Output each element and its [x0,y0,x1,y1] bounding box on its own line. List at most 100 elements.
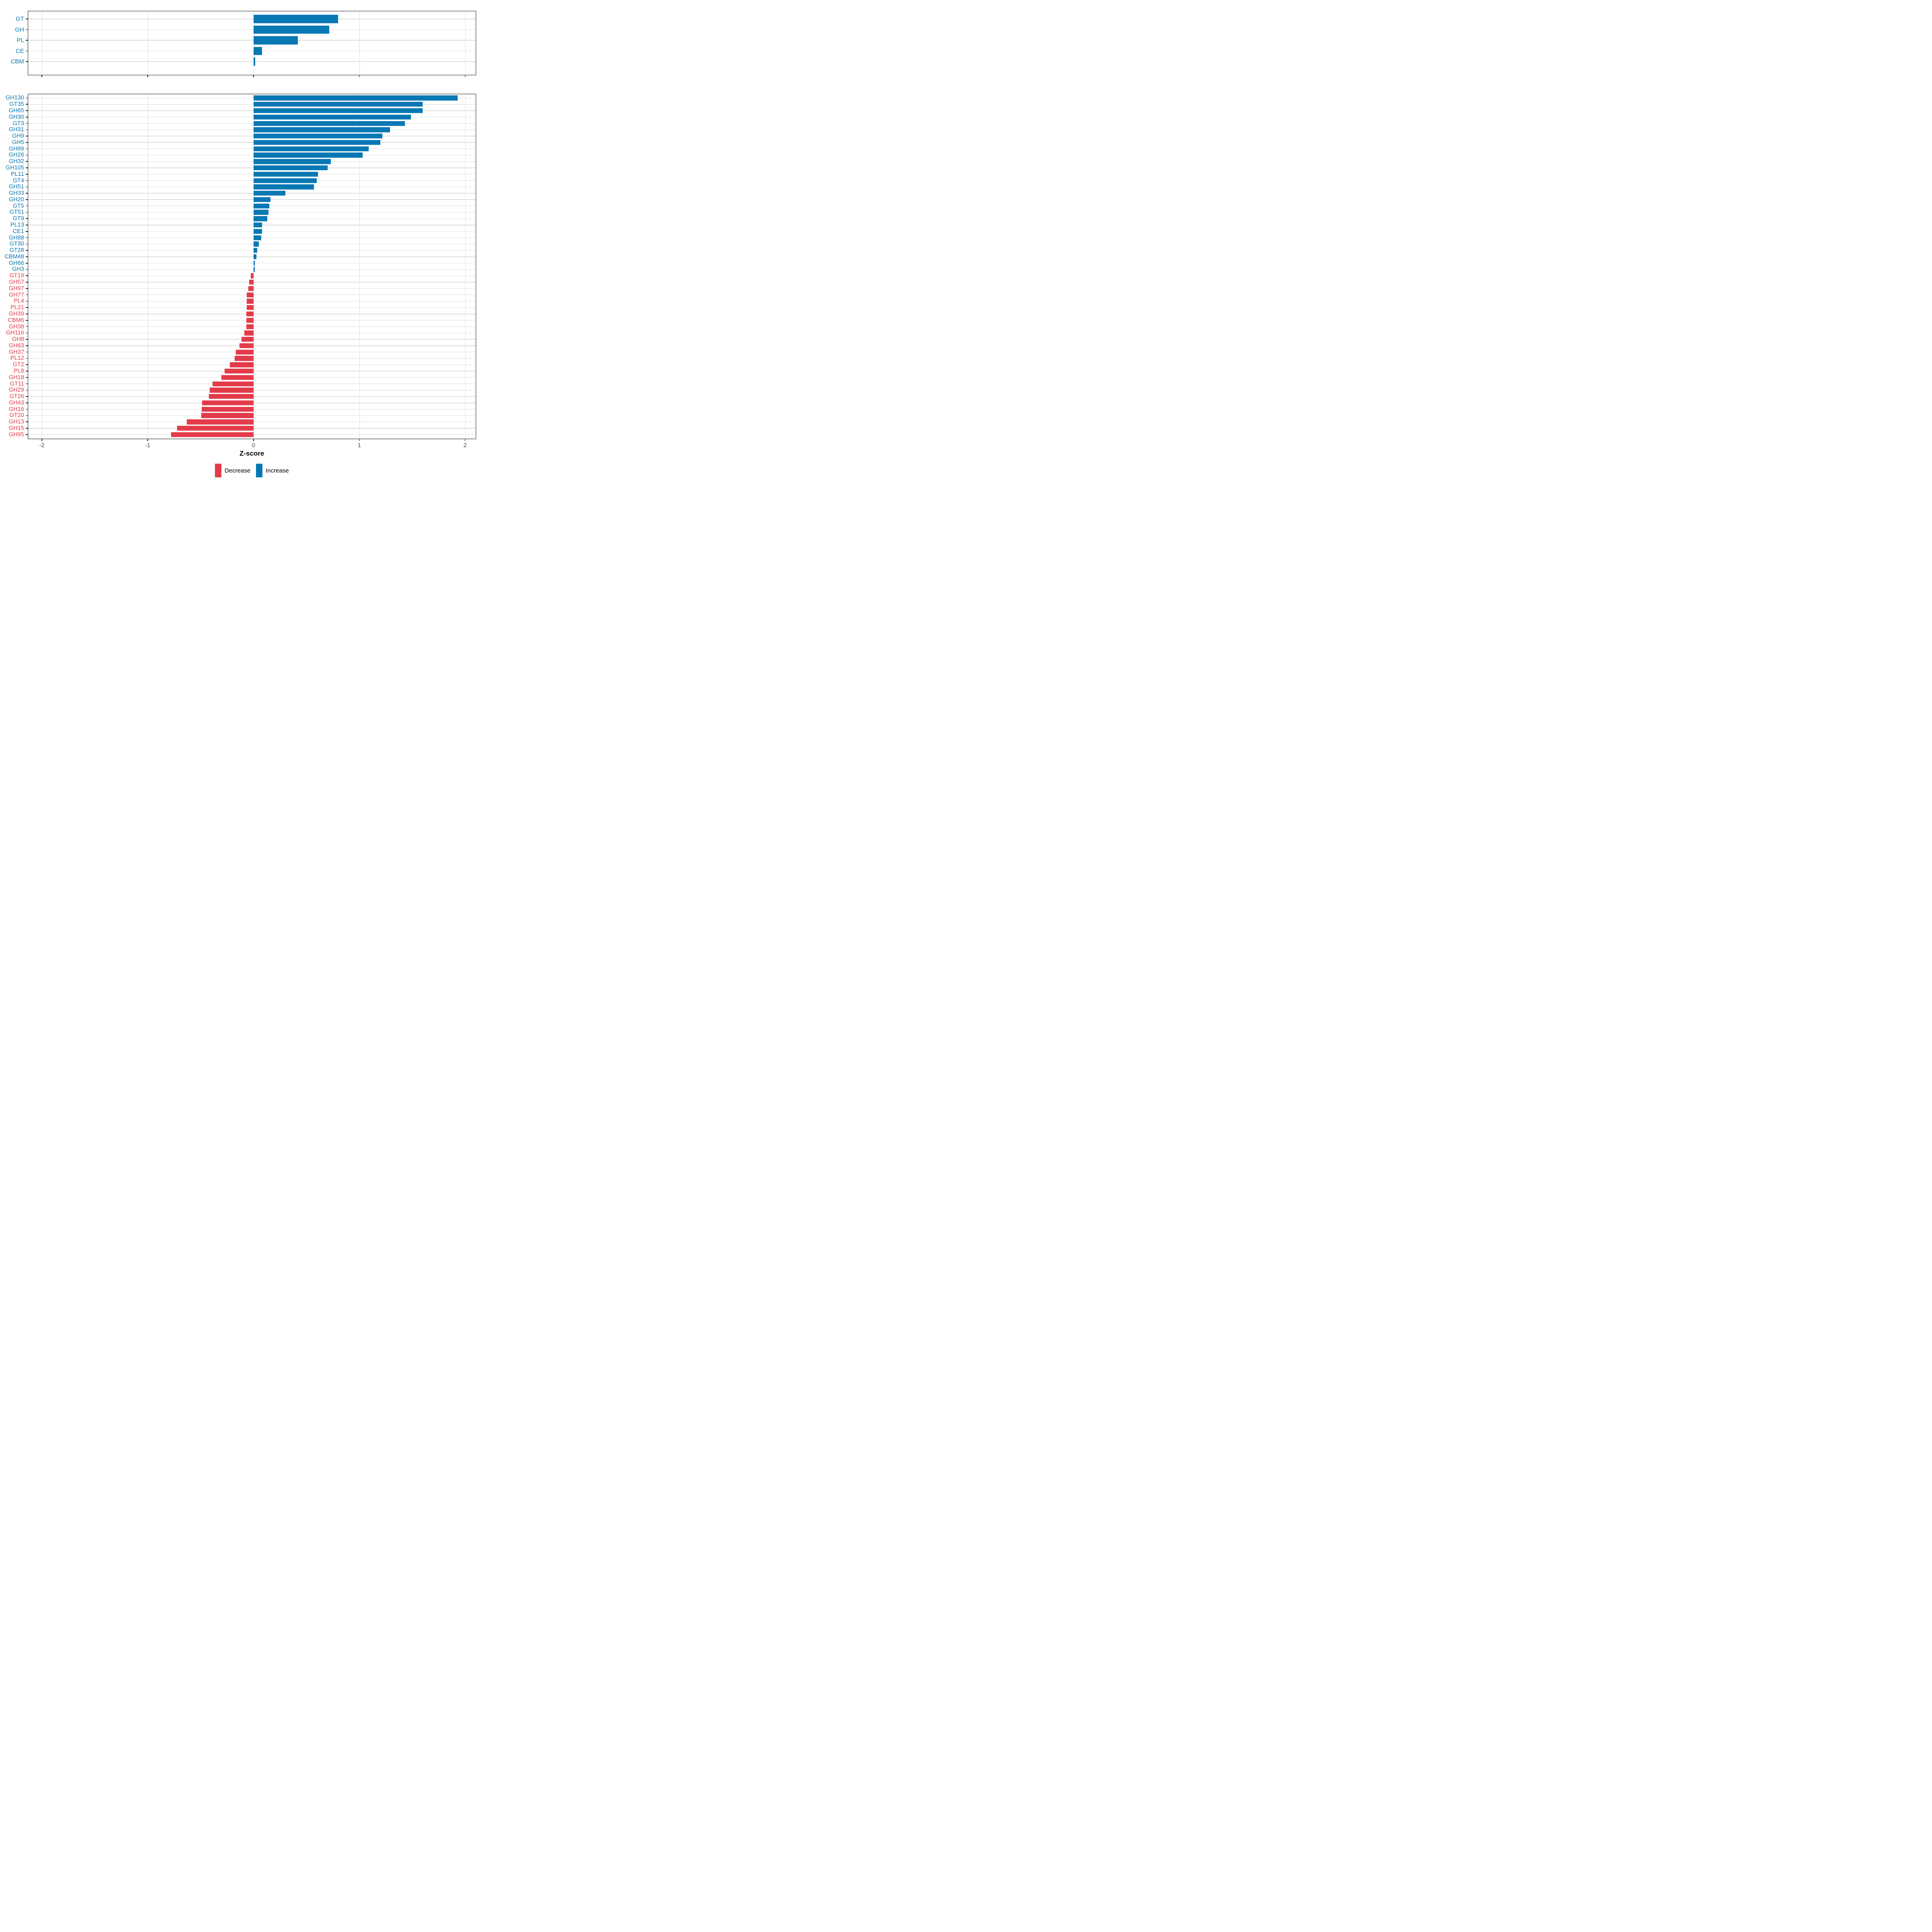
y-axis-label-PL11: PL11 [11,171,24,178]
bar-GH31 [253,127,390,132]
y-tick-mark [25,339,28,340]
panel-top-classes: GT GH PL CE CBM [10,10,476,78]
y-tick-mark [25,282,28,283]
x-gridline [359,11,360,75]
legend-item-decrease: Decrease [215,464,250,477]
y-tick-mark [25,332,28,334]
bar-GH38 [246,324,254,329]
y-tick-mark [25,50,28,52]
bar-row-GT3: GT3 [13,120,476,127]
bar-PL [253,36,298,45]
bar-GH116 [244,330,254,336]
bar-GH63 [239,343,254,349]
y-tick-mark [25,364,28,365]
bar-row-GH32: GH32 [9,158,476,165]
bar-row-GT51: GT51 [10,209,476,216]
bar-GH95 [171,432,254,437]
y-axis-label-PL4: PL4 [13,298,24,305]
y-tick-mark [25,377,28,378]
y-tick-mark [25,358,28,359]
bar-row-GH9: GH9 [12,133,476,139]
bar-GT11 [212,381,254,386]
bar-row-GH116: GH116 [6,330,476,336]
bar-GH3 [253,267,255,272]
bar-GH99 [253,146,369,151]
x-gridline [359,94,360,439]
bar-GH5 [253,140,381,145]
y-axis-label-GT9: GT9 [12,215,24,222]
bar-GH18 [221,375,254,380]
bar-PL8 [224,368,254,374]
bar-row-GH16: GH16 [9,406,476,413]
y-gridline [28,29,476,30]
bar-GH29 [210,388,254,393]
y-tick-mark [25,29,28,30]
y-axis-label-GT30: GT30 [9,241,24,248]
y-tick-mark [25,345,28,346]
y-axis-label-GH13: GH13 [8,418,24,425]
y-axis-label-GH20: GH20 [8,196,24,203]
y-axis-label-GT28: GT28 [9,247,24,254]
panel-bottom-families: -2 -1 0 1 2 GH130 GT35 GH65 GH30 GT3 GH31 GH9 GH5 GH9… [4,93,476,448]
bar-row-GH5: GH5 [12,139,476,146]
y-axis-label-GH32: GH32 [8,158,24,165]
legend-item-increase: Increase [256,464,289,477]
bar-row-PL21: PL21 [10,304,476,311]
x-axis-title: Z-score [239,450,264,457]
bar-PL12 [235,356,254,361]
bar-GT51 [253,210,268,215]
y-tick-mark [25,288,28,289]
y-tick-mark [25,237,28,238]
bar-GH8 [242,336,254,342]
y-axis-label-GT19: GT19 [9,272,24,279]
y-axis-label-GH39: GH39 [8,310,24,317]
y-axis-label-GT2: GT2 [12,361,24,368]
y-tick-mark [25,307,28,308]
y-axis-label-GH57: GH57 [8,279,24,285]
bar-row-GT11: GT11 [10,381,476,387]
x-tick-mark [147,75,148,78]
y-gridline [28,180,476,181]
x-gridline [465,94,466,439]
legend-label-increase: Increase [266,467,289,474]
bar-GT35 [253,102,423,107]
y-axis-label-CBM48: CBM48 [4,253,24,260]
y-axis-label-GT51: GT51 [9,209,24,216]
y-tick-mark [25,116,28,118]
bar-GH66 [253,260,255,266]
y-axis-label-GH130: GH130 [5,95,24,101]
y-gridline [28,256,476,257]
bar-row-GT4: GT4 [13,178,476,184]
bar-row-GH38: GH38 [9,324,476,330]
y-tick-mark [25,161,28,162]
x-tick-mark [464,438,466,441]
x-tick-mark [41,75,42,78]
bar-row-GH43: GH43 [9,400,476,406]
x-tick-mark [464,75,466,78]
x-tick-mark [359,438,360,441]
y-tick-mark [25,402,28,403]
y-axis-label-GH5: GH5 [12,139,24,146]
x-tick-label: -2 [39,442,45,449]
bar-GT5 [253,203,270,208]
y-tick-mark [25,428,28,429]
bar-GT [253,14,339,23]
bar-row-GH99: GH99 [9,146,476,152]
figure: GT GH PL CE CBM -2 -1 0 1 2 GH130 GT35 GH65 GH30 GT3 G… [0,0,483,483]
y-tick-mark [25,186,28,188]
bar-CE1 [253,229,262,234]
bar-row-GH63: GH63 [9,343,476,349]
bar-row-GT30: GT30 [10,241,476,247]
bar-rows: GH130 GT35 GH65 GH30 GT3 GH31 GH9 GH5 GH99 GH26 GH… [4,94,476,439]
bar-row-GH57: GH57 [9,279,476,285]
bar-row-CBM6: CBM6 [8,317,476,324]
bar-row-GT9: GT9 [13,215,476,222]
y-tick-mark [25,320,28,321]
y-axis-label-PL13: PL13 [10,221,24,228]
y-tick-mark [25,269,28,270]
bar-GH [253,25,329,34]
bar-row-GH39: GH39 [9,311,476,317]
y-axis-label-GH99: GH99 [8,145,24,152]
y-axis-label-GT3: GT3 [12,120,24,127]
bar-GT19 [250,273,254,279]
